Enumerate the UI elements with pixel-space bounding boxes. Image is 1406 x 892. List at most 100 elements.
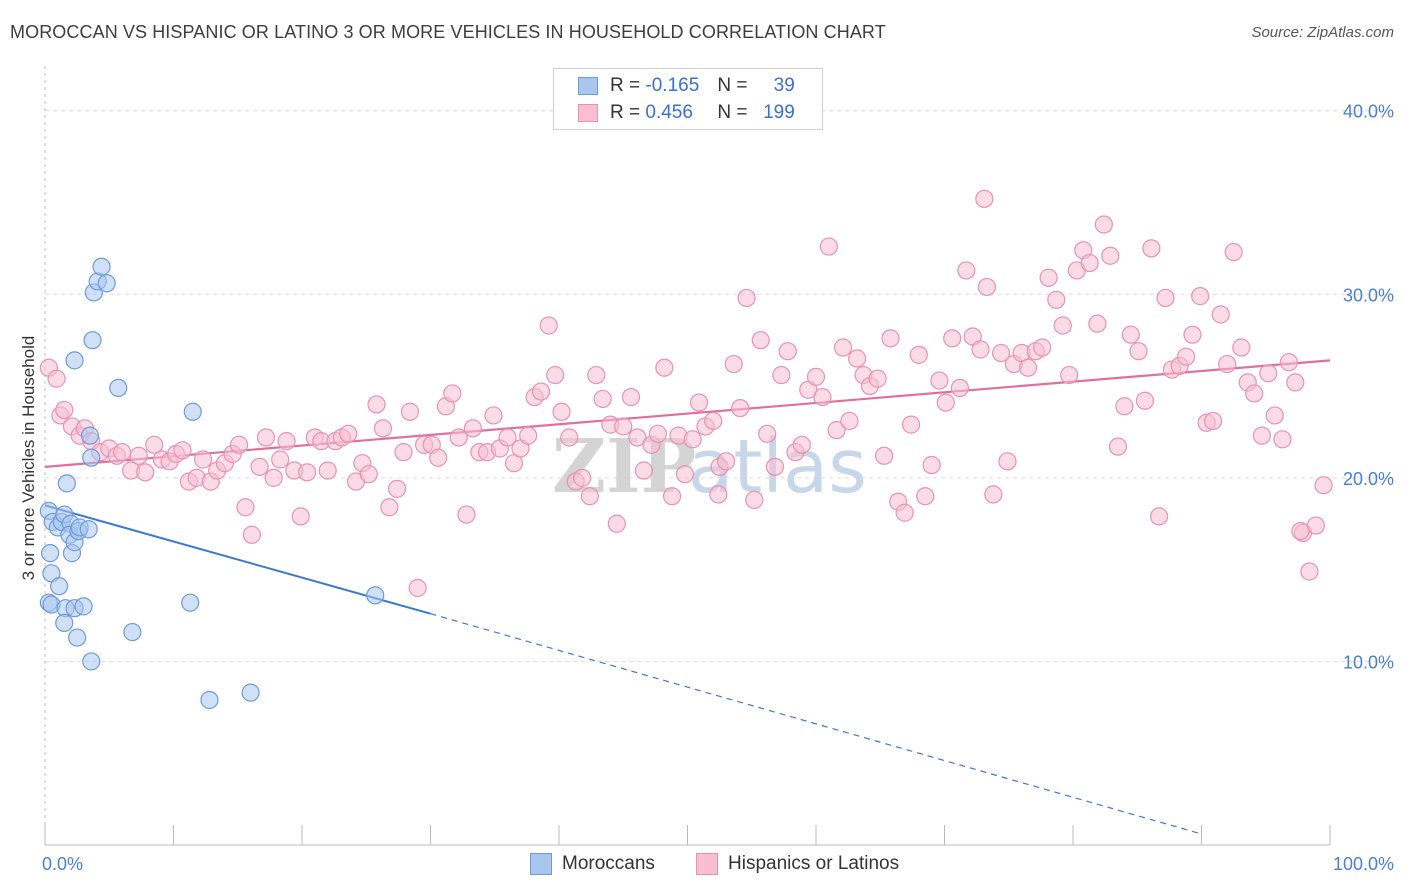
data-point-hispanics	[587, 365, 606, 385]
data-point-hispanics	[827, 421, 846, 440]
data-point-hispanics	[318, 461, 337, 480]
data-point-hispanics	[242, 525, 261, 544]
data-point-moroccans	[80, 426, 100, 445]
data-point-hispanics	[1224, 242, 1243, 262]
x-tick-label-max: 100.0%	[1333, 854, 1394, 874]
data-point-moroccans	[79, 520, 98, 539]
data-point-hispanics	[950, 378, 970, 398]
data-point-hispanics	[291, 507, 310, 526]
data-point-hispanics	[1135, 391, 1155, 410]
data-point-hispanics	[881, 329, 900, 348]
data-point-hispanics	[400, 402, 420, 421]
data-point-hispanics	[498, 428, 517, 447]
data-point-hispanics	[546, 365, 565, 385]
data-point-moroccans	[200, 690, 219, 710]
legend-swatch-moroccans	[578, 77, 598, 95]
data-point-hispanics	[792, 435, 811, 454]
data-point-hispanics	[373, 419, 393, 438]
data-point-hispanics	[429, 448, 448, 467]
data-point-hispanics	[1149, 507, 1169, 526]
data-point-hispanics	[229, 435, 249, 454]
data-point-hispanics	[868, 369, 887, 388]
series-moroccans	[39, 257, 385, 710]
data-point-hispanics	[593, 389, 612, 409]
y-tick-label: 40.0%	[1343, 102, 1394, 122]
legend-n-value: 199	[763, 102, 795, 123]
data-point-hispanics	[256, 428, 276, 447]
data-point-moroccans	[74, 597, 93, 616]
data-point-hispanics	[573, 468, 592, 487]
trend-line-hispanics	[44, 359, 1331, 468]
data-point-hispanics	[724, 354, 743, 374]
data-point-hispanics	[991, 343, 1011, 363]
legend-r-label: R =	[610, 75, 641, 96]
data-point-hispanics	[758, 424, 777, 443]
data-point-hispanics	[408, 578, 427, 598]
data-point-hispanics	[443, 384, 462, 403]
bottom-legend-swatch-hispanics	[696, 853, 718, 875]
data-point-hispanics	[136, 463, 155, 482]
data-point-hispanics	[1265, 406, 1284, 425]
data-point-moroccans	[366, 586, 385, 605]
legend-row-hispanics: R = 0.456 N = 199	[578, 101, 795, 125]
source-label: Source: ZipAtlas.com	[1251, 24, 1394, 41]
data-point-hispanics	[1088, 314, 1107, 333]
data-point-hispanics	[840, 411, 859, 431]
data-point-hispanics	[737, 288, 756, 308]
data-point-hispanics	[1101, 246, 1120, 265]
data-point-hispanics	[648, 424, 668, 443]
data-point-hispanics	[359, 465, 378, 484]
data-point-moroccans	[68, 628, 87, 647]
data-point-hispanics	[1218, 354, 1237, 374]
data-point-hispanics	[936, 393, 955, 412]
data-point-hispanics	[1291, 521, 1310, 541]
chart-title: MOROCCAN VS HISPANIC OR LATINO 3 OR MORE…	[10, 22, 886, 42]
bottom-legend-moroccans: Moroccans	[530, 851, 655, 877]
data-point-hispanics	[1060, 365, 1079, 385]
data-point-moroccans	[41, 544, 60, 563]
data-point-hispanics	[731, 399, 750, 418]
data-point-moroccans	[123, 622, 142, 642]
bottom-legend-label-moroccans: Moroccans	[562, 853, 655, 874]
data-point-hispanics	[560, 428, 579, 447]
y-axis-label: 3 or more Vehicles in Household	[19, 336, 38, 581]
data-point-hispanics	[277, 432, 296, 451]
data-point-hispanics	[943, 329, 962, 348]
data-point-hispanics	[539, 316, 558, 335]
data-point-hispanics	[145, 435, 164, 454]
y-tick-label: 30.0%	[1343, 285, 1394, 305]
data-point-hispanics	[765, 457, 784, 476]
series-hispanics-or-latinos	[39, 189, 1333, 598]
data-point-moroccans	[92, 257, 111, 276]
x-tick-label-min: 0.0%	[42, 854, 83, 874]
data-point-hispanics	[1273, 430, 1292, 449]
data-point-moroccans	[57, 474, 76, 493]
data-point-hispanics	[250, 457, 269, 476]
data-point-hispanics	[772, 365, 791, 385]
data-point-hispanics	[367, 395, 386, 414]
trend-line-moroccans-extension	[430, 613, 1202, 835]
data-point-hispanics	[709, 485, 728, 504]
data-point-hispanics	[1232, 338, 1251, 357]
data-point-hispanics	[129, 446, 148, 465]
data-point-hispanics	[806, 367, 826, 386]
data-point-hispanics	[813, 387, 832, 407]
axes	[44, 66, 1331, 846]
legend-r-label: R =	[610, 102, 641, 123]
gridlines	[45, 110, 1394, 662]
data-point-hispanics	[236, 498, 255, 517]
data-point-hispanics	[607, 514, 626, 533]
data-point-hispanics	[1039, 268, 1058, 287]
data-point-hispanics	[1142, 239, 1161, 258]
data-point-hispanics	[628, 428, 647, 447]
data-point-hispanics	[1176, 347, 1196, 366]
data-point-hispanics	[264, 468, 283, 487]
data-point-hispanics	[778, 342, 797, 361]
data-point-hispanics	[339, 424, 358, 443]
data-point-hispanics	[298, 463, 317, 482]
data-point-hispanics	[380, 498, 399, 517]
data-point-hispanics	[848, 349, 867, 368]
legend-r-value: -0.165	[645, 75, 700, 96]
data-point-hispanics	[614, 417, 633, 436]
